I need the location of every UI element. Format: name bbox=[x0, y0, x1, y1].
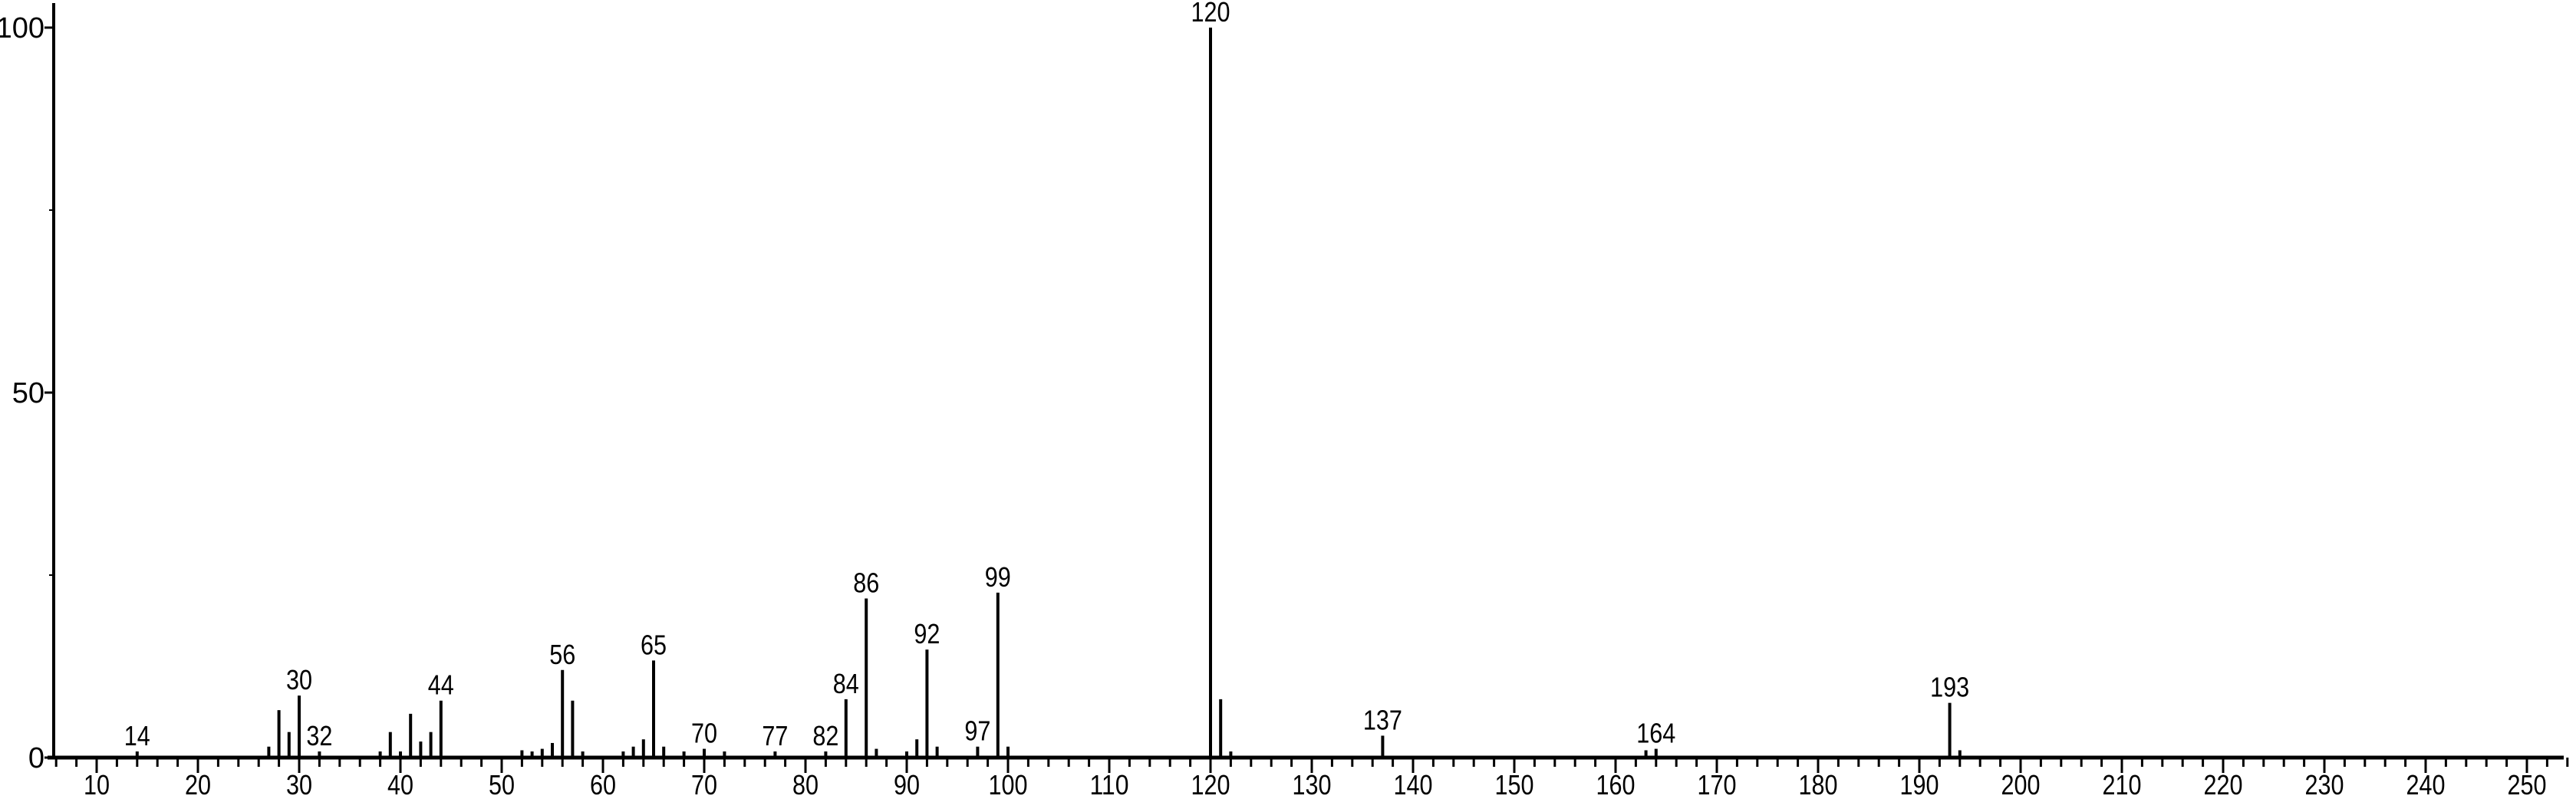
x-tick-label: 160 bbox=[1596, 769, 1636, 799]
x-tick-label: 130 bbox=[1293, 769, 1332, 799]
y-tick-label: 100 bbox=[0, 12, 44, 44]
x-tick-label: 240 bbox=[2406, 769, 2446, 799]
x-tick-label: 200 bbox=[2001, 769, 2041, 799]
peak-label-30: 30 bbox=[286, 664, 312, 695]
x-tick-label: 210 bbox=[2103, 769, 2142, 799]
x-tick-label: 250 bbox=[2508, 769, 2547, 799]
peak-label-82: 82 bbox=[812, 720, 838, 751]
peak-labels: 14 30 32 44 56 65 70 77 82 84 86 92 97 99 120 137 164 193 bbox=[124, 0, 1969, 751]
y-tick-label: 0 bbox=[28, 742, 44, 774]
x-tick-label: 220 bbox=[2204, 769, 2243, 799]
peak-label-70: 70 bbox=[691, 718, 717, 749]
x-tick-label: 80 bbox=[792, 769, 819, 799]
x-tick-label: 180 bbox=[1799, 769, 1838, 799]
x-tick-label: 70 bbox=[691, 769, 717, 799]
peak-label-44: 44 bbox=[428, 669, 454, 701]
x-tick-label: 100 bbox=[989, 769, 1028, 799]
peak-label-99: 99 bbox=[985, 561, 1011, 593]
x-tick-label: 50 bbox=[489, 769, 515, 799]
x-tick-label: 120 bbox=[1191, 769, 1230, 799]
x-tick-label: 10 bbox=[84, 769, 110, 799]
peak-label-92: 92 bbox=[914, 618, 940, 649]
peak-label-84: 84 bbox=[833, 668, 859, 699]
x-tick-label: 150 bbox=[1495, 769, 1534, 799]
peak-label-65: 65 bbox=[641, 629, 667, 660]
y-tick-label: 50 bbox=[12, 377, 44, 409]
peak-label-14: 14 bbox=[124, 720, 150, 751]
peak-label-77: 77 bbox=[762, 720, 788, 751]
peak-label-86: 86 bbox=[853, 567, 879, 598]
x-tick-label: 90 bbox=[894, 769, 920, 799]
x-tick-label: 60 bbox=[590, 769, 616, 799]
axes: 0 50 100 10 20 30 40 50 60 70 80 90 100 110 120 130 140 1… bbox=[0, 3, 2569, 799]
x-tick-label: 40 bbox=[387, 769, 413, 799]
peak-label-120: 120 bbox=[1191, 0, 1230, 28]
x-tick-label: 30 bbox=[286, 769, 312, 799]
x-tick-label: 170 bbox=[1698, 769, 1737, 799]
peak-label-56: 56 bbox=[549, 639, 575, 670]
peaks bbox=[135, 28, 1962, 758]
peak-label-164: 164 bbox=[1636, 718, 1675, 749]
x-tick-label: 190 bbox=[1900, 769, 1939, 799]
x-tick-label: 230 bbox=[2305, 769, 2344, 799]
peak-label-193: 193 bbox=[1930, 672, 1969, 703]
x-tick-label: 110 bbox=[1090, 769, 1129, 799]
peak-label-32: 32 bbox=[306, 720, 332, 751]
x-tick-label: 20 bbox=[185, 769, 211, 799]
x-tick-label: 140 bbox=[1394, 769, 1433, 799]
peak-label-137: 137 bbox=[1363, 704, 1402, 735]
peak-label-97: 97 bbox=[964, 715, 990, 747]
